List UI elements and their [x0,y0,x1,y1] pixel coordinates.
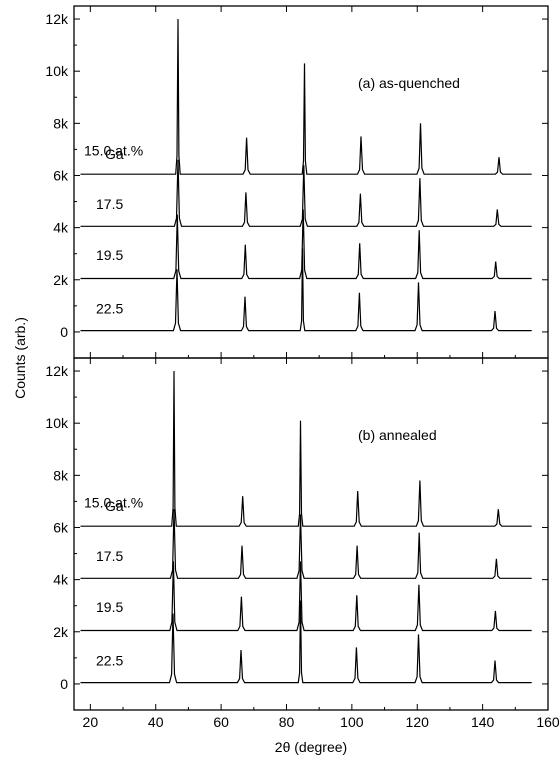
y-tick-label: 8k [53,467,69,483]
trace-a-3 [80,209,532,280]
series-label: 19.5 [96,247,123,263]
y-tick-label: 8k [53,115,69,131]
series-label: 17.5 [96,548,123,564]
panel-b-label: (b) annealed [358,427,437,443]
x-tick-label: 100 [340,714,364,730]
panel-b-annealed: (b) annealed Ga 0 2k 4k 6k 8k 10k 12k 20 40 60 80 1… [45,357,559,730]
trace-a-4 [80,248,532,332]
y-tick-label: 6k [53,519,69,535]
y-tick-label: 2k [53,624,69,640]
y-tick-label: 2k [53,272,69,288]
y-tick-label: 12k [45,11,69,27]
x-axis-label: 2θ (degree) [275,739,347,755]
y-tick-label: 12k [45,363,69,379]
series-label: 15.0 at.% [84,143,143,159]
series-label: 22.5 [96,652,123,668]
trace-b-4 [80,600,532,684]
y-tick-label: 10k [45,63,69,79]
x-tick-label: 140 [471,714,495,730]
x-tick-label: 120 [406,714,430,730]
panel-b-ticks: 0 2k 4k 6k 8k 10k 12k 20 40 60 80 100 120 140 160 [45,358,559,730]
panel-a-element-label: Ga [105,146,124,162]
x-tick-label: 40 [148,714,164,730]
trace-b-2 [80,509,532,579]
panel-a-ticks: 0 2k 4k 6k 8k 10k 12k [45,6,549,358]
trace-a-2 [80,159,532,227]
panel-a-label: (a) as-quenched [358,75,460,91]
y-tick-label: 10k [45,415,69,431]
y-tick-label: 6k [53,167,69,183]
series-label: 15.0 at.% [84,495,143,511]
panel-a-traces: 15.0 at.% 17.5 19.5 22.5 [80,18,532,332]
x-tick-label: 160 [536,714,559,730]
panel-b-frame [73,357,549,711]
y-axis-label: Counts (arb.) [12,317,28,399]
series-label: 19.5 [96,599,123,615]
x-tick-label: 60 [213,714,229,730]
trace-a-1 [80,18,532,175]
panel-b-traces: 15.0 at.% 17.5 19.5 22.5 [80,370,532,684]
y-tick-label: 0 [60,676,68,692]
y-tick-label: 0 [60,324,68,340]
trace-b-1 [80,370,532,527]
series-label: 17.5 [96,196,123,212]
x-tick-label: 80 [279,714,295,730]
y-tick-label: 4k [53,572,69,588]
x-tick-label: 20 [83,714,99,730]
panel-b-element-label: Ga [105,498,124,514]
panel-a-as-quenched: (a) as-quenched Ga 0 2k 4k 6k 8k 10k 12k 15.0 … [45,5,549,359]
panel-a-frame [73,5,549,359]
series-label: 22.5 [96,300,123,316]
trace-b-3 [80,561,532,632]
y-tick-label: 4k [53,220,69,236]
